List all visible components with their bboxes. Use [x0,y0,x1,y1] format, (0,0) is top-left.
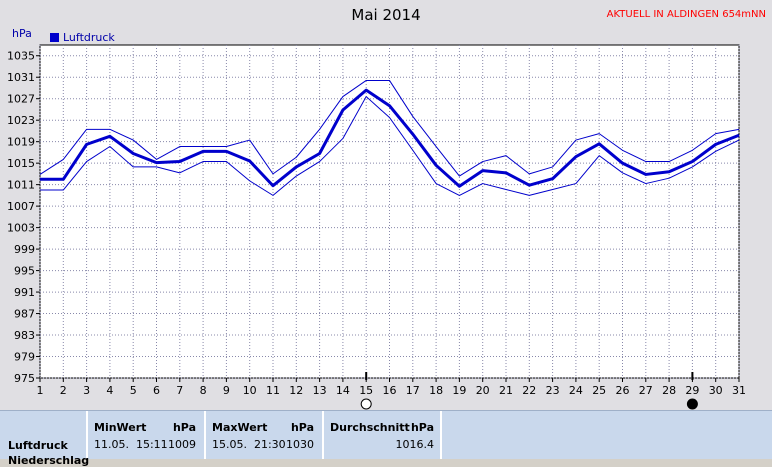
x-tick-label: 21 [499,384,513,397]
chart-area: Mai 2014 AKTUELL IN ALDINGEN 654mNN hPa … [0,0,772,410]
x-tick-label: 14 [336,384,350,397]
max-datetime: 15.05. 21:30 [212,438,286,451]
series-line-luftdruck [40,88,740,188]
y-tick-label: 1019 [7,136,35,149]
min-header: MinWert [94,421,147,434]
x-tick-label: 8 [200,384,207,397]
y-tick-label: 1015 [7,157,35,170]
avg-header: Durchschnitt [330,421,410,434]
max-column: MaxWert hPa 15.05. 21:30 1030 [206,411,324,459]
x-tick-label: 27 [639,384,653,397]
avg-column: Durchschnitt hPa 1016.4 [324,411,442,459]
x-tick-label: 5 [130,384,137,397]
x-tick-label: 2 [60,384,67,397]
series-line-max [39,79,740,177]
x-tick-label: 3 [83,384,90,397]
x-tick-label: 9 [223,384,230,397]
x-tick-label: 7 [176,384,183,397]
x-tick-label: 26 [616,384,630,397]
x-tick-label: 4 [106,384,113,397]
max-value: 1030 [286,438,314,451]
legend-swatch [50,33,59,42]
x-tick-label: 20 [476,384,490,397]
y-tick-label: 983 [14,329,35,342]
max-unit: hPa [290,421,314,434]
y-tick-label: 1011 [7,179,35,192]
y-tick-label: 991 [14,286,35,299]
x-tick-label: 28 [662,384,676,397]
y-tick-label: 975 [14,372,35,385]
new-moon-icon [686,398,698,410]
y-tick-label: 1035 [7,50,35,63]
x-tick-label: 29 [685,384,699,397]
x-tick-label: 13 [313,384,327,397]
x-tick-label: 16 [383,384,397,397]
y-unit-label: hPa [12,27,32,40]
legend-label: Luftdruck [63,31,115,44]
y-tick-label: 1027 [7,93,35,106]
legend: Luftdruck [50,31,115,44]
y-tick-label: 987 [14,308,35,321]
y-tick-label: 1007 [7,200,35,213]
x-tick-label: 11 [266,384,280,397]
min-column: MinWert hPa 11.05. 15:11 1009 [88,411,206,459]
pressure-chart: 9759799839879919959991003100710111015101… [7,44,746,410]
x-tick-label: 31 [732,384,746,397]
x-tick-label: 1 [37,384,44,397]
max-header: MaxWert [212,421,268,434]
y-tick-label: 1023 [7,114,35,127]
x-tick-label: 17 [406,384,420,397]
plot-background [39,44,740,379]
stats-row-label-2: Niederschlag [8,454,90,467]
y-tick-label: 999 [14,243,35,256]
x-tick-label: 30 [709,384,723,397]
y-tick-label: 979 [14,351,35,364]
x-tick-label: 18 [429,384,443,397]
stats-label-column: Luftdruck Niederschlag [0,411,89,467]
x-tick-label: 10 [243,384,257,397]
station-label: AKTUELL IN ALDINGEN 654mNN [606,9,766,20]
chart-title: Mai 2014 [351,6,421,24]
x-tick-label: 23 [546,384,560,397]
y-tick-label: 995 [14,265,35,278]
x-tick-label: 24 [569,384,583,397]
min-datetime: 11.05. 15:11 [94,438,168,451]
min-unit: hPa [172,421,196,434]
x-tick-label: 12 [289,384,303,397]
avg-unit: hPa [410,421,434,434]
y-tick-label: 1003 [7,222,35,235]
x-tick-label: 6 [153,384,160,397]
series-line-min [40,96,740,196]
stats-panel: Luftdruck Niederschlag MinWert hPa 11.05… [0,410,772,467]
min-value: 1009 [168,438,196,451]
stats-row-label: Luftdruck [8,439,68,452]
y-tick-label: 1031 [7,71,35,84]
x-tick-label: 19 [452,384,466,397]
x-tick-label: 25 [592,384,606,397]
x-tick-label: 15 [359,384,373,397]
full-moon-icon [360,398,372,410]
avg-value: 1016.4 [395,438,435,451]
x-tick-label: 22 [522,384,536,397]
